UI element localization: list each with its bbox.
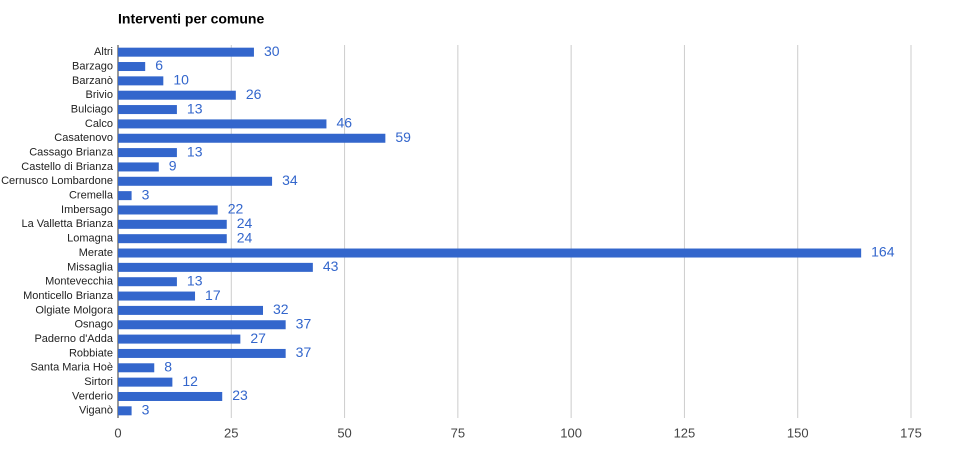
y-tick-label: Osnago xyxy=(74,319,113,331)
bar xyxy=(118,406,132,416)
bar xyxy=(118,176,273,186)
y-tick-label: La Valletta Brianza xyxy=(21,218,113,230)
bar xyxy=(118,334,241,344)
value-label: 43 xyxy=(323,258,339,274)
y-tick-label: Montevecchia xyxy=(45,276,114,288)
y-tick-label: Altri xyxy=(94,46,113,58)
y-tick-label: Sirtori xyxy=(84,376,113,388)
x-tick-label: 25 xyxy=(224,425,238,440)
bar xyxy=(118,320,286,330)
value-label: 46 xyxy=(336,115,352,131)
bar xyxy=(118,119,327,129)
value-label: 164 xyxy=(871,244,895,260)
bar xyxy=(118,133,386,143)
y-tick-label: Cassago Brianza xyxy=(29,147,114,159)
bar xyxy=(118,248,862,258)
bar xyxy=(118,62,146,72)
x-tick-label: 75 xyxy=(451,425,465,440)
x-tick-label: 100 xyxy=(560,425,582,440)
chart-title: Interventi per comune xyxy=(118,11,264,27)
value-label: 9 xyxy=(169,158,177,174)
y-tick-label: Calco xyxy=(85,118,113,130)
value-label: 37 xyxy=(296,344,312,360)
y-tick-label: Santa Maria Hoè xyxy=(30,362,113,374)
value-label: 3 xyxy=(142,186,150,202)
value-label: 12 xyxy=(182,373,198,389)
x-tick-label: 175 xyxy=(900,425,922,440)
bar xyxy=(118,348,286,358)
x-tick-label: 0 xyxy=(114,425,121,440)
bar xyxy=(118,47,254,57)
value-label: 26 xyxy=(246,86,262,102)
y-tick-label: Merate xyxy=(79,247,113,259)
bar xyxy=(118,391,223,401)
bar xyxy=(118,105,177,115)
y-tick-label: Monticello Brianza xyxy=(23,290,114,302)
value-label: 13 xyxy=(187,143,203,159)
bar xyxy=(118,162,159,172)
bar xyxy=(118,277,177,287)
value-label: 59 xyxy=(395,129,411,145)
value-label: 8 xyxy=(164,358,172,374)
y-tick-label: Cernusco Lombardone xyxy=(1,175,113,187)
value-label: 6 xyxy=(155,57,163,73)
y-tick-label: Imbersago xyxy=(61,204,113,216)
value-label: 13 xyxy=(187,100,203,116)
x-tick-label: 50 xyxy=(337,425,351,440)
y-tick-label: Paderno d'Adda xyxy=(34,333,113,345)
value-label: 17 xyxy=(205,287,221,303)
value-label: 10 xyxy=(173,72,189,88)
bar xyxy=(118,305,264,315)
y-tick-label: Verderio xyxy=(72,390,113,402)
y-tick-label: Bulciago xyxy=(71,103,113,115)
x-tick-label: 150 xyxy=(787,425,809,440)
value-label: 23 xyxy=(232,387,248,403)
value-label: 37 xyxy=(296,315,312,331)
bar xyxy=(118,148,177,158)
bar xyxy=(118,234,227,244)
bar xyxy=(118,219,227,229)
value-label: 22 xyxy=(228,201,244,217)
value-label: 13 xyxy=(187,272,203,288)
value-label: 24 xyxy=(237,229,253,245)
value-label: 24 xyxy=(237,215,253,231)
y-tick-label: Viganò xyxy=(79,405,113,417)
bar xyxy=(118,90,236,100)
value-label: 32 xyxy=(273,301,289,317)
y-tick-label: Barzago xyxy=(72,60,113,72)
bar xyxy=(118,191,132,201)
value-label: 3 xyxy=(142,402,150,418)
y-tick-label: Missaglia xyxy=(67,261,114,273)
x-tick-label: 125 xyxy=(674,425,696,440)
y-tick-label: Castello di Brianza xyxy=(21,161,114,173)
bar xyxy=(118,262,313,272)
y-tick-label: Cremella xyxy=(69,190,114,202)
bar xyxy=(118,76,164,86)
bar xyxy=(118,363,155,373)
y-tick-label: Casatenovo xyxy=(54,132,113,144)
value-label: 27 xyxy=(250,330,266,346)
y-tick-label: Barzanò xyxy=(72,75,113,87)
y-tick-label: Brivio xyxy=(85,89,113,101)
y-tick-label: Lomagna xyxy=(67,233,114,245)
bar xyxy=(118,291,196,301)
y-tick-label: Robbiate xyxy=(69,347,113,359)
bar xyxy=(118,205,218,215)
bar xyxy=(118,377,173,387)
value-label: 34 xyxy=(282,172,298,188)
y-tick-label: Olgiate Molgora xyxy=(35,304,114,316)
value-label: 30 xyxy=(264,43,280,59)
